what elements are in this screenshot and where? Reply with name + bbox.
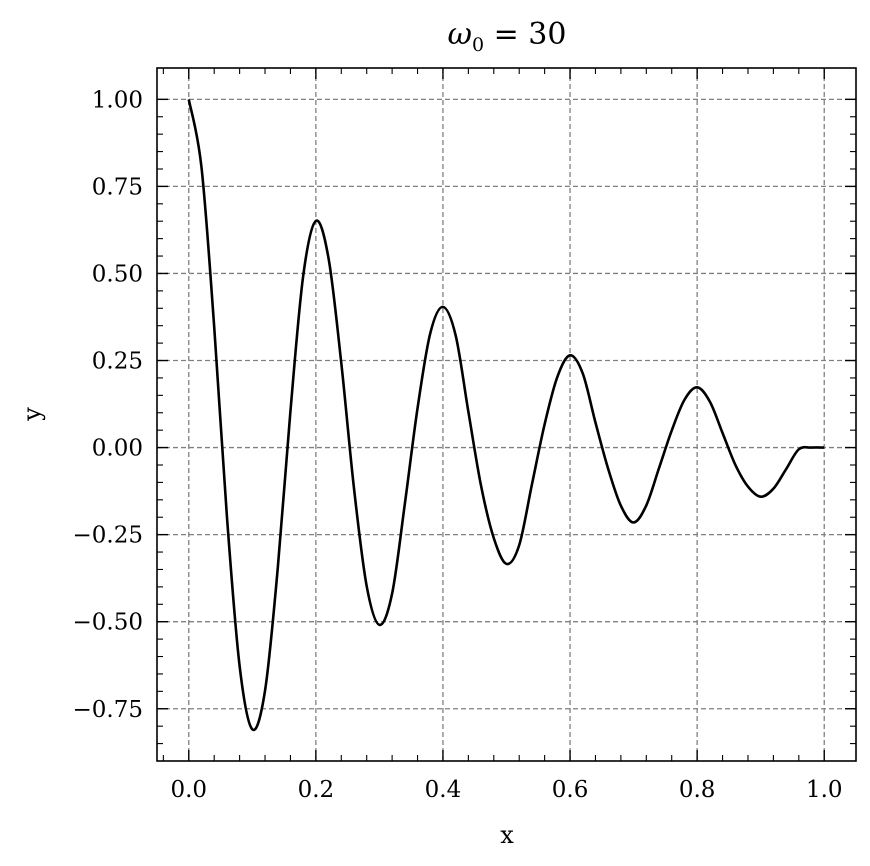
y-tick-label: 1.00 [92,87,143,113]
plot-frame [156,67,857,762]
x-axis-label: x [500,821,514,849]
x-tick-label: 0.0 [170,777,207,803]
title-symbol: ω [448,17,472,52]
x-tick-label: 1.0 [806,777,843,803]
y-tick-label: −0.50 [73,610,143,636]
y-axis-label: y [18,407,46,422]
x-tick-labels: 0.0 0.2 0.4 0.6 0.8 1.0 [170,777,842,803]
grid-lines [157,68,856,761]
title-rest: = 30 [484,17,566,52]
series-line [187,99,825,732]
x-tick-label: 0.4 [425,777,462,803]
y-tick-label: 0.75 [92,174,143,200]
title-subscript: 0 [472,34,484,56]
x-tick-label: 0.8 [679,777,716,803]
y-tick-label: 0.25 [92,349,143,375]
x-tick-label: 0.6 [552,777,589,803]
axis-ticks [157,68,856,761]
y-tick-label: 0.00 [92,436,143,462]
y-tick-labels: 1.00 0.75 0.50 0.25 0.00 −0.25 −0.50 −0.75 [73,87,143,722]
y-tick-label: 0.50 [92,261,143,287]
chart-title: ω0 = 30 [448,17,567,56]
x-tick-label: 0.2 [298,777,335,803]
y-tick-label: −0.75 [73,697,143,723]
y-tick-label: −0.25 [73,523,143,549]
